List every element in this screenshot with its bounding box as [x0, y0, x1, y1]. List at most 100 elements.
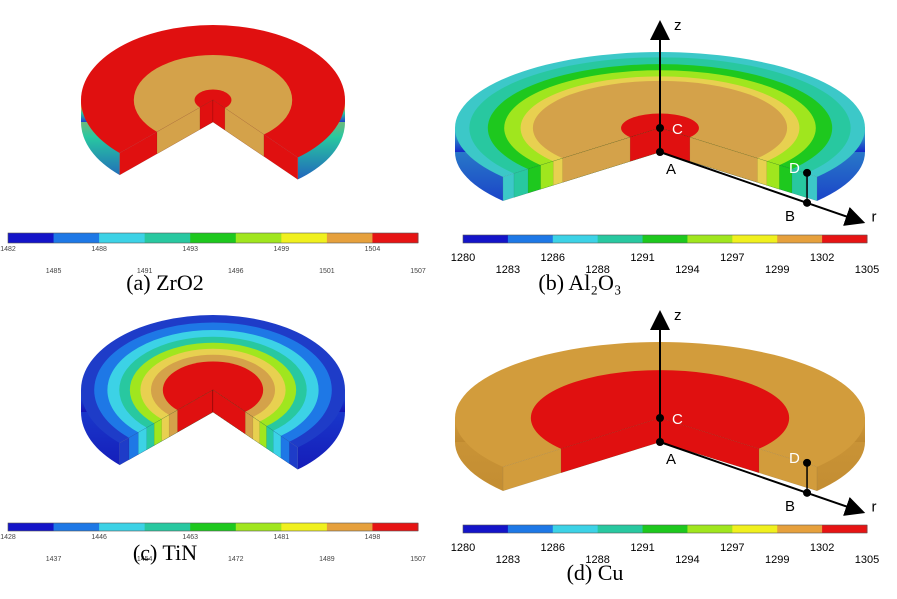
colorbar-segment — [777, 525, 823, 533]
colorbar-segment — [463, 235, 509, 243]
colorbar-segment — [144, 523, 191, 531]
point — [656, 414, 664, 422]
colorbar-label: 1302 — [810, 252, 834, 264]
colorbar-segment — [190, 523, 237, 531]
colorbar-segment — [53, 233, 100, 243]
colorbar-segment — [732, 525, 778, 533]
colorbar-label: 1283 — [496, 554, 520, 566]
colorbar-label: 1437 — [46, 556, 62, 563]
colorbar-label: 1485 — [46, 268, 62, 275]
colorbar-segment — [372, 233, 419, 243]
axis-label: z — [674, 17, 682, 34]
r-axis — [659, 151, 866, 226]
colorbar-segment — [597, 235, 644, 243]
colorbar-label: 1280 — [451, 252, 475, 264]
colorbar-label: 1446 — [91, 534, 107, 541]
colorbar-frame — [7, 522, 419, 532]
colorbar-label: 1305 — [855, 554, 879, 566]
colorbar-segment — [552, 235, 599, 243]
colorbar-segment — [281, 523, 328, 531]
colorbar-segment — [687, 525, 733, 533]
axis-label: D — [789, 160, 800, 177]
colorbar-segment — [8, 523, 55, 531]
colorbar-label: 1428 — [0, 534, 16, 541]
point — [656, 148, 664, 156]
panel: 1482 1485 1488 1491 1493 1496 1499 1501 1504 1507… — [0, 25, 426, 295]
point — [803, 198, 812, 207]
colorbar-segment — [281, 233, 328, 243]
colorbar-label: 1294 — [675, 264, 699, 276]
caption: (b) Al₂O₃ — [538, 270, 621, 295]
colorbar-label: 1499 — [274, 246, 290, 253]
axis-label: r — [871, 209, 876, 226]
colorbar-frame — [462, 234, 868, 244]
colorbar-segment — [99, 233, 146, 243]
colorbar-segment — [822, 235, 868, 243]
point — [803, 458, 812, 467]
axis-label: C — [672, 121, 683, 138]
colorbar-segment — [687, 235, 733, 243]
colorbar-label: 1498 — [365, 534, 381, 541]
colorbar-label: 1496 — [228, 268, 244, 275]
colorbar-segment — [463, 525, 509, 533]
colorbar-segment — [732, 235, 778, 243]
panel: 1280 1283 1286 1288 1291 1294 1297 1299 1302 1305… — [451, 17, 879, 295]
axis-label: A — [666, 161, 676, 178]
colorbar-label: 1291 — [630, 542, 654, 554]
colorbar-segment — [8, 233, 55, 243]
colorbar-label: 1481 — [274, 534, 290, 541]
axis-label: z — [674, 307, 682, 324]
caption: (d) Cu — [567, 560, 624, 585]
colorbar-segment — [235, 523, 282, 531]
colorbar-label: 1299 — [765, 554, 789, 566]
colorbar-label: 1305 — [855, 264, 879, 276]
colorbar-label: 1501 — [319, 268, 335, 275]
r-axis — [659, 441, 866, 516]
colorbar-label: 1454 — [137, 556, 153, 563]
colorbar-segment — [597, 525, 644, 533]
colorbar-label: 1280 — [451, 542, 475, 554]
colorbar-label: 1302 — [810, 542, 834, 554]
cut-face — [212, 99, 226, 131]
colorbar-label: 1294 — [675, 554, 699, 566]
colorbar-label: 1507 — [410, 268, 426, 275]
colorbar-segment — [822, 525, 868, 533]
colorbar-segment — [53, 523, 100, 531]
caption: (a) ZrO2 — [126, 270, 204, 295]
colorbar-frame — [7, 232, 419, 244]
axis-label: A — [666, 451, 676, 468]
colorbar-segment — [99, 523, 146, 531]
cut-face — [212, 389, 246, 435]
colorbar-label: 1286 — [541, 252, 565, 264]
colorbar-label: 1299 — [765, 264, 789, 276]
colorbar-label: 1488 — [91, 246, 107, 253]
colorbar-label: 1482 — [0, 246, 16, 253]
point — [803, 488, 812, 497]
colorbar-segment — [552, 525, 599, 533]
colorbar-label: 1286 — [541, 542, 565, 554]
colorbar-label: 1297 — [720, 542, 744, 554]
colorbar-label: 1288 — [585, 264, 609, 276]
colorbar-segment — [326, 523, 373, 531]
colorbar-label: 1288 — [585, 554, 609, 566]
colorbar-segment — [507, 235, 554, 243]
colorbar-segment — [190, 233, 237, 243]
colorbar-segment — [642, 235, 688, 243]
panel: 1280 1283 1286 1288 1291 1294 1297 1299 1302 1305… — [451, 307, 879, 585]
colorbar-label: 1463 — [182, 534, 198, 541]
cut-wedge — [119, 390, 298, 495]
point — [656, 438, 664, 446]
axis-label: B — [785, 208, 795, 225]
colorbar-label: 1493 — [182, 246, 198, 253]
colorbar-segment — [144, 233, 191, 243]
colorbar-label: 1283 — [496, 264, 520, 276]
colorbar-label: 1491 — [137, 268, 153, 275]
caption: (c) TiN — [133, 540, 197, 565]
axis-label: B — [785, 498, 795, 515]
colorbar-segment — [372, 523, 419, 531]
colorbar-label: 1472 — [228, 556, 244, 563]
colorbar-frame — [462, 524, 868, 534]
colorbar-label: 1297 — [720, 252, 744, 264]
axis-label: r — [871, 499, 876, 516]
